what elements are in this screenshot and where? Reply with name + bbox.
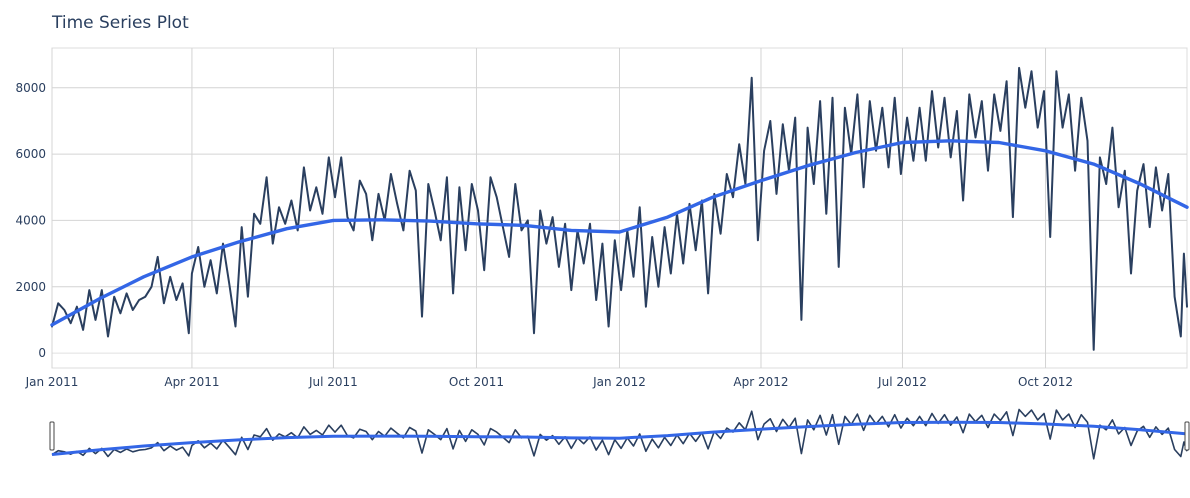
series-line-trend [50, 139, 1189, 327]
y-tick-label: 6000 [15, 147, 46, 161]
x-tick-label: Jan 2011 [25, 375, 79, 389]
slider-line-data [51, 408, 1188, 460]
x-tick-label: Jan 2012 [592, 375, 646, 389]
main-plot-series[interactable] [50, 66, 1189, 351]
y-tick-label: 0 [38, 346, 46, 360]
slider-line-trend [51, 420, 1188, 456]
range-slider-handle-right[interactable] [1184, 421, 1190, 451]
y-tick-label: 2000 [15, 280, 46, 294]
x-tick-label: Jul 2011 [308, 375, 358, 389]
y-tick-label: 8000 [15, 81, 46, 95]
x-tick-label: Apr 2012 [733, 375, 788, 389]
range-slider[interactable] [49, 408, 1190, 460]
x-tick-label: Jul 2012 [877, 375, 927, 389]
y-tick-label: 4000 [15, 213, 46, 227]
x-axis-ticks: Jan 2011 Apr 2011 Jul 2011 Oct 2011 Jan 2012… [25, 375, 1073, 389]
range-slider-handle-left[interactable] [49, 421, 55, 451]
y-axis-ticks: 0 2000 4000 6000 8000 [15, 81, 46, 360]
grid-layer [51, 47, 1188, 369]
x-tick-label: Oct 2011 [449, 375, 504, 389]
x-tick-label: Oct 2012 [1018, 375, 1073, 389]
series-line-data [51, 66, 1188, 351]
chart-title: Time Series Plot [51, 13, 189, 33]
x-tick-label: Apr 2011 [164, 375, 219, 389]
